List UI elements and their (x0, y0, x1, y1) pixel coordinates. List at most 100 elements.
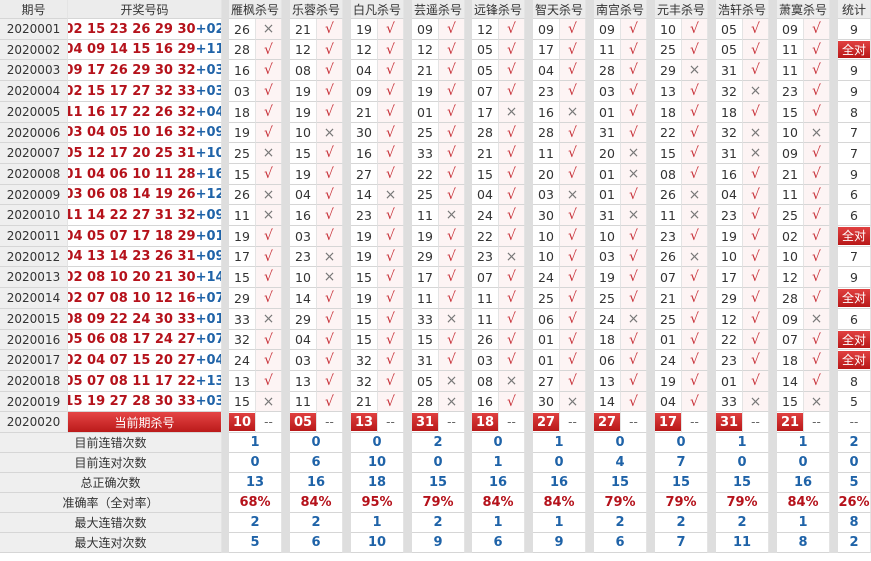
kill-number: 31 (594, 123, 621, 143)
check-icon: √ (804, 226, 830, 247)
header-expert: 元丰杀号 (655, 0, 708, 19)
draw-numbers: 04 09 14 15 16 29 +11 (68, 40, 222, 60)
kill-number: 03 (472, 350, 499, 371)
all-correct-badge: 全对 (838, 350, 870, 370)
kill-number: 15 (777, 392, 804, 412)
kill-number: 31 (716, 60, 743, 81)
check-icon: √ (499, 60, 525, 81)
stats-value: 11 (716, 533, 769, 553)
kill-number: 33 (412, 309, 439, 330)
kill-number: 10 (655, 19, 682, 40)
stats-label: 总正确次数 (0, 473, 222, 493)
stats-value: 4 (594, 453, 647, 473)
check-icon: √ (439, 19, 465, 40)
kill-number: 12 (412, 40, 439, 60)
kill-number: 15 (229, 164, 256, 185)
check-icon: √ (621, 123, 647, 143)
red-balls: 02 15 17 27 32 33 (68, 83, 196, 99)
red-balls: 05 12 17 20 25 31 (68, 145, 196, 161)
check-icon: √ (378, 226, 404, 247)
cross-icon: × (560, 392, 586, 412)
kill-number: 10 (777, 247, 804, 267)
stats-value: 1 (472, 513, 525, 533)
issue-number: 2020002 (0, 40, 68, 60)
kill-number: 12 (351, 40, 378, 60)
kill-number: 19 (229, 123, 256, 143)
check-icon: √ (743, 40, 769, 60)
blue-ball: +09 (195, 207, 222, 223)
check-icon: √ (621, 40, 647, 60)
check-icon: √ (804, 288, 830, 309)
kill-number: 11 (533, 143, 560, 164)
check-icon: √ (256, 60, 282, 81)
stats-value: 7 (655, 453, 708, 473)
kill-number: 04 (716, 185, 743, 205)
kill-number: 03 (594, 81, 621, 102)
stats-value: 16 (777, 473, 830, 493)
kill-number: 06 (533, 309, 560, 330)
stats-value: 0 (472, 433, 525, 453)
kill-number: 11 (777, 40, 804, 60)
kill-number: 18 (594, 330, 621, 350)
check-icon: √ (439, 350, 465, 371)
check-icon: √ (804, 81, 830, 102)
check-icon: √ (439, 102, 465, 123)
current-kill-badge: 13 (351, 413, 377, 431)
issue-number: 2020015 (0, 309, 68, 330)
row-stat: 全对 (838, 330, 871, 350)
kill-number: 01 (655, 330, 682, 350)
current-kill-badge: 27 (594, 413, 620, 431)
check-icon: √ (804, 60, 830, 81)
issue-number: 2020009 (0, 185, 68, 205)
check-icon: √ (743, 60, 769, 81)
issue-number: 2020006 (0, 123, 68, 143)
kill-number: 27 (533, 371, 560, 392)
red-balls: 04 09 14 15 16 29 (68, 42, 196, 57)
kill-number: 11 (777, 185, 804, 205)
current-kill-label: 当前期杀号 (68, 412, 222, 433)
check-icon: √ (743, 102, 769, 123)
kill-number: 26 (472, 330, 499, 350)
kill-number: 10 (290, 267, 317, 288)
draw-numbers: 09 17 26 29 30 32 +03 (68, 60, 222, 81)
current-kill-number: 31 (716, 412, 743, 433)
kill-number: 21 (472, 143, 499, 164)
draw-numbers: 11 16 17 22 26 32 +04 (68, 102, 222, 123)
kill-number: 05 (472, 40, 499, 60)
kill-number: 16 (290, 205, 317, 226)
kill-number: 11 (412, 205, 439, 226)
stats-value: 84% (533, 493, 586, 513)
check-icon: √ (621, 371, 647, 392)
check-icon: √ (317, 392, 343, 412)
current-kill-badge: 17 (655, 413, 681, 431)
stats-value: 13 (229, 473, 282, 493)
check-icon: √ (804, 164, 830, 185)
kill-number: 05 (412, 371, 439, 392)
kill-number: 21 (351, 102, 378, 123)
kill-number: 10 (716, 247, 743, 267)
current-pending: -- (378, 412, 404, 433)
check-icon: √ (499, 205, 525, 226)
kill-number: 26 (655, 185, 682, 205)
check-icon: √ (621, 19, 647, 40)
check-icon: √ (804, 330, 830, 350)
cross-icon: × (499, 102, 525, 123)
kill-number: 19 (716, 226, 743, 247)
red-balls: 11 14 22 27 31 32 (68, 207, 196, 223)
cross-icon: × (621, 143, 647, 164)
draw-numbers: 02 04 07 15 20 27 +04 (68, 350, 222, 371)
check-icon: √ (256, 40, 282, 60)
check-icon: √ (256, 267, 282, 288)
cross-icon: × (499, 371, 525, 392)
check-icon: √ (743, 309, 769, 330)
stats-value: 15 (716, 473, 769, 493)
cross-icon: × (439, 205, 465, 226)
kill-number: 17 (716, 267, 743, 288)
check-icon: √ (743, 205, 769, 226)
check-icon: √ (439, 143, 465, 164)
row-stat: 6 (838, 309, 871, 330)
check-icon: √ (499, 123, 525, 143)
check-icon: √ (439, 164, 465, 185)
kill-number: 11 (472, 288, 499, 309)
blue-ball: +01 (195, 311, 222, 327)
